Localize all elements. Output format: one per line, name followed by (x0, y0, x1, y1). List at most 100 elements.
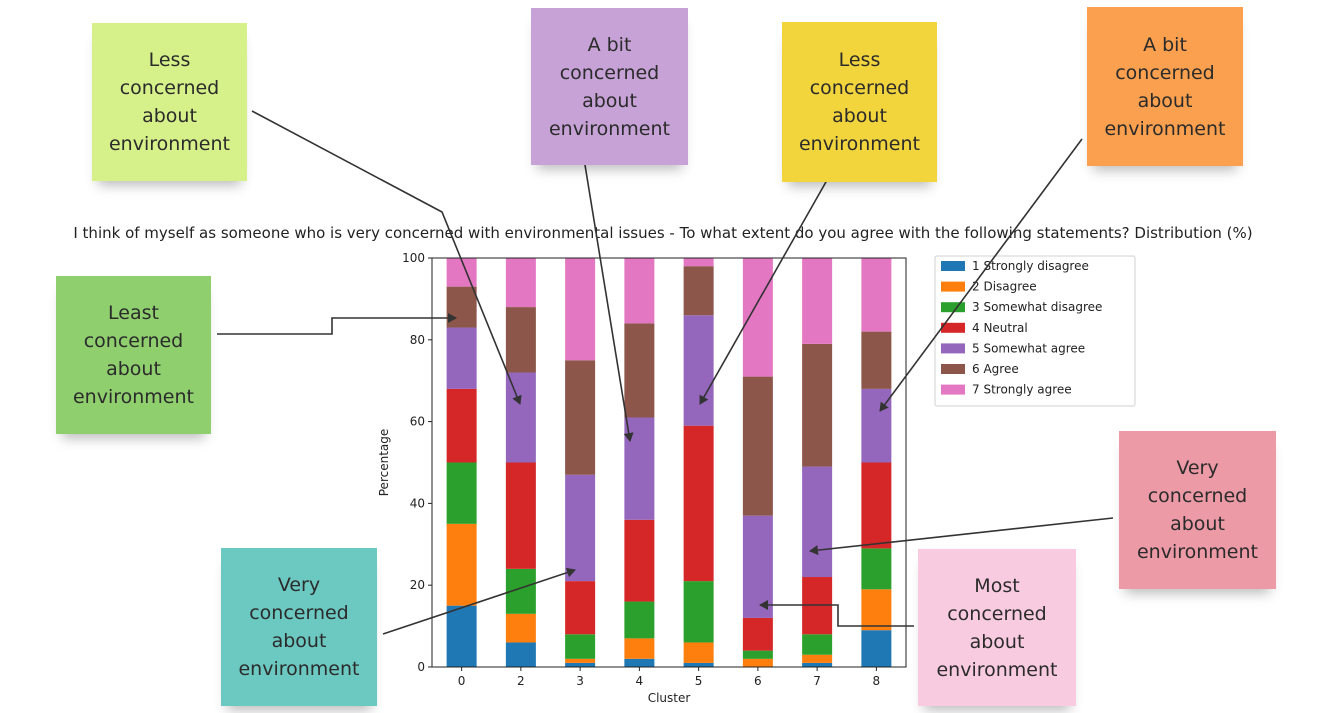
x-tick-label: 7 (813, 674, 821, 688)
bar-segment-cluster-5-series-3 (683, 581, 714, 643)
bar-segment-cluster-5-series-1 (683, 662, 714, 667)
bar-segment-cluster-4-series-3 (624, 601, 655, 639)
bar-segment-cluster-5-series-2 (683, 642, 714, 663)
bar-segment-cluster-0-series-3 (446, 462, 477, 524)
bar-segment-cluster-4-series-2 (624, 638, 655, 659)
legend-swatch (941, 281, 965, 292)
annotation-arrow-4 (879, 138, 1083, 412)
y-tick-label: 100 (402, 251, 425, 265)
legend-label: 1 Strongly disagree (972, 259, 1089, 273)
bar-segment-cluster-0-series-4 (446, 388, 477, 463)
sticky-note-cluster-2: Less concerned about environment (92, 23, 247, 181)
y-tick-label: 80 (410, 333, 425, 347)
bar-segment-cluster-7-series-7 (802, 258, 833, 344)
legend-label: 6 Agree (972, 362, 1019, 376)
bar-segment-cluster-4-series-1 (624, 658, 655, 667)
y-tick-label: 60 (410, 415, 425, 429)
sticky-note-cluster-5: Less concerned about environment (782, 22, 937, 182)
bar-segment-cluster-8-series-7 (861, 258, 892, 332)
bar-segment-cluster-6-series-2 (742, 658, 773, 667)
legend-label: 7 Strongly agree (972, 383, 1072, 397)
bar-segment-cluster-0-series-1 (446, 605, 477, 667)
x-tick-label: 5 (695, 674, 703, 688)
x-tick-label: 4 (636, 674, 644, 688)
plot-frame (431, 257, 907, 668)
sticky-note-cluster-7: Very concerned about environment (1119, 431, 1276, 589)
sticky-note-cluster-4: A bit concerned about environment (531, 8, 688, 165)
legend-label: 2 Disagree (972, 280, 1037, 294)
bar-segment-cluster-7-series-2 (802, 654, 833, 663)
legend-swatch (941, 384, 965, 395)
bar-segment-cluster-2-series-1 (505, 642, 536, 667)
bar-segment-cluster-6-series-3 (742, 650, 773, 659)
bar-segment-cluster-4-series-7 (624, 258, 655, 324)
chart-title: I think of myself as someone who is very… (73, 224, 1253, 242)
legend-label: 5 Somewhat agree (972, 341, 1085, 355)
bar-segment-cluster-5-series-7 (683, 258, 714, 267)
bar-segment-cluster-8-series-5 (861, 388, 892, 463)
bar-segment-cluster-7-series-1 (802, 662, 833, 667)
bar-segment-cluster-0-series-5 (446, 327, 477, 389)
bar-segment-cluster-7-series-3 (802, 634, 833, 655)
legend-box (934, 255, 1136, 407)
bar-segment-cluster-8-series-6 (861, 331, 892, 389)
bar-segment-cluster-2-series-6 (505, 307, 536, 373)
bar-segment-cluster-3-series-3 (565, 634, 596, 659)
annotation-arrow-1 (251, 110, 522, 405)
bar-segment-cluster-0-series-7 (446, 258, 477, 287)
y-tick-label: 0 (417, 660, 425, 674)
legend-swatch (941, 343, 965, 354)
bar-segment-cluster-6-series-5 (742, 515, 773, 618)
x-axis-label: Cluster (648, 691, 691, 705)
x-tick-label: 6 (754, 674, 762, 688)
bar-segment-cluster-6-series-7 (742, 258, 773, 377)
y-tick-label: 40 (410, 496, 425, 510)
annotation-arrow-2 (584, 164, 634, 442)
bar-segment-cluster-5-series-5 (683, 315, 714, 426)
legend-label: 4 Neutral (972, 321, 1028, 335)
annotation-arrow-3 (699, 165, 836, 405)
bar-segment-cluster-4-series-6 (624, 323, 655, 418)
bar-segment-cluster-2-series-4 (505, 462, 536, 569)
bar-segment-cluster-3-series-6 (565, 360, 596, 475)
bar-segment-cluster-6-series-6 (742, 376, 773, 516)
legend-swatch (941, 261, 965, 271)
bar-segment-cluster-3-series-7 (565, 258, 596, 361)
bar-segment-cluster-3-series-2 (565, 658, 596, 663)
bar-segment-cluster-0-series-6 (446, 286, 477, 328)
x-tick-label: 3 (576, 674, 584, 688)
bar-segment-cluster-8-series-2 (861, 589, 892, 631)
bar-segment-cluster-2-series-2 (505, 613, 536, 643)
bar-segment-cluster-3-series-4 (565, 581, 596, 635)
bar-segment-cluster-7-series-5 (802, 466, 833, 578)
sticky-note-cluster-6: Most concerned about environment (918, 549, 1076, 706)
y-tick-label: 20 (410, 578, 425, 592)
y-axis-label: Percentage (377, 429, 391, 497)
annotation-arrow-7 (382, 567, 576, 635)
bar-segment-cluster-6-series-4 (742, 617, 773, 651)
bar-segment-cluster-3-series-5 (565, 474, 596, 582)
annotation-arrow-5 (217, 313, 457, 335)
bar-segment-cluster-4-series-4 (624, 519, 655, 602)
sticky-note-cluster-0: Least concerned about environment (56, 276, 211, 434)
bar-segment-cluster-2-series-7 (505, 258, 536, 308)
bar-segment-cluster-8-series-4 (861, 462, 892, 549)
annotation-arrow-6 (809, 517, 1114, 556)
bar-segment-cluster-0-series-2 (446, 523, 477, 606)
bar-segment-cluster-3-series-1 (565, 662, 596, 667)
legend-label: 3 Somewhat disagree (972, 300, 1102, 314)
annotation-arrow-8 (759, 600, 914, 627)
bar-segment-cluster-8-series-3 (861, 548, 892, 590)
legend-swatch (941, 322, 965, 333)
bar-segment-cluster-7-series-6 (802, 343, 833, 467)
x-tick-label: 0 (458, 674, 466, 688)
legend-swatch (941, 364, 965, 374)
bar-segment-cluster-5-series-6 (683, 266, 714, 316)
sticky-note-cluster-3: Very concerned about environment (221, 548, 377, 706)
bar-segment-cluster-5-series-4 (683, 425, 714, 582)
x-tick-label: 2 (517, 674, 525, 688)
legend-swatch (941, 302, 965, 313)
x-tick-label: 8 (873, 674, 881, 688)
bar-segment-cluster-2-series-5 (505, 372, 536, 463)
